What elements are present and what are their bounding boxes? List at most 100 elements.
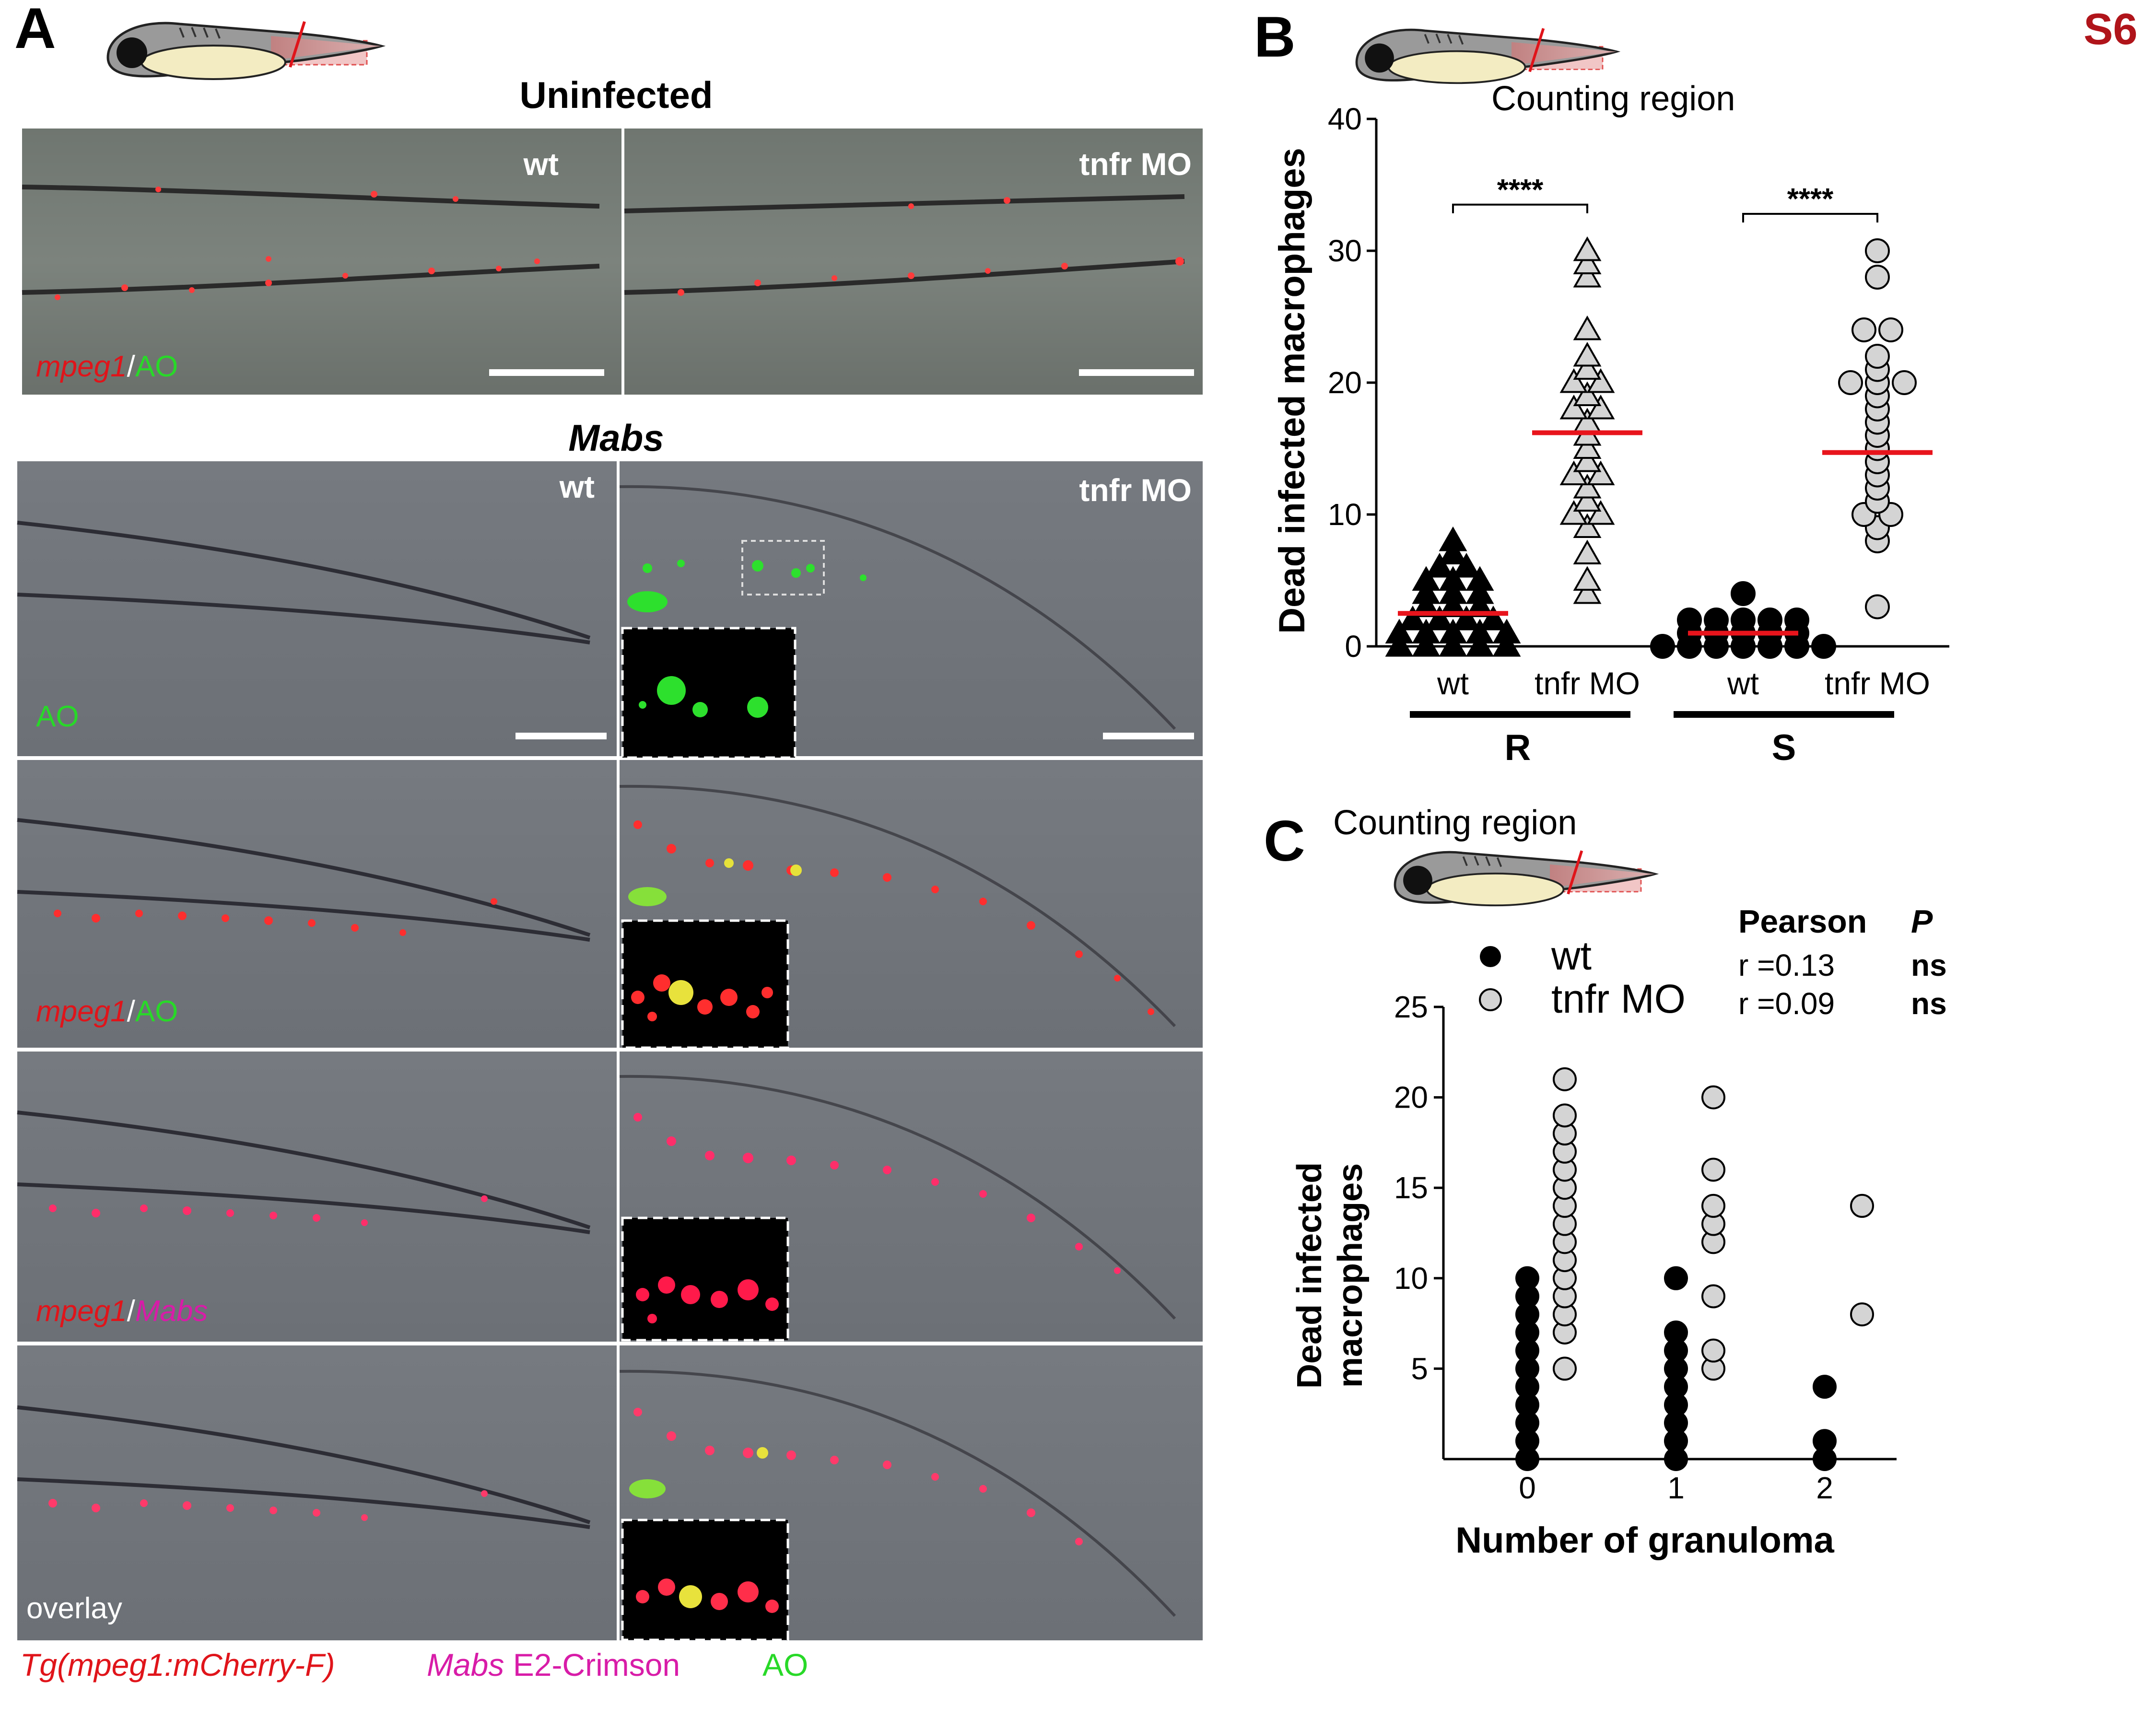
c-x-tick-label: 0 [1519,1471,1536,1505]
larva-schematic-icon [1355,28,1621,84]
cond-wt-label: wt [523,146,559,182]
legend-mpeg1: Tg(mpeg1:mCherry-F) [20,1647,335,1683]
b-data-point [1586,394,1615,420]
b-data-point [1492,619,1521,643]
b-data-point [1731,581,1756,606]
b-data-point [1385,631,1414,657]
chart-c: 5 10 15 20 25 0 1 2 [1394,990,1897,1505]
b-data-point [1439,566,1467,591]
c-xlabel: Number of granuloma [1455,1520,1834,1561]
legend-mabs: Mabs [427,1647,504,1683]
legend-ao: AO [762,1647,808,1683]
c-x-tick-label: 1 [1667,1471,1685,1505]
b-data-point [1758,608,1782,632]
b-data-point [1650,634,1675,659]
stats-p-wt: ns [1911,948,1947,982]
b-data-point [1492,631,1521,657]
b-data-point [1439,539,1467,564]
b-sig-bracket [1742,213,1878,222]
c-data-point [1813,1375,1837,1399]
b-data-point [1811,634,1836,659]
b-data-point [1573,249,1602,274]
b-ylabel: Dead infected macrophages [1272,148,1312,634]
row-label-mpeg-mabs: mpeg1/Mabs [36,1295,208,1328]
b-group-bar-r [1410,711,1630,718]
b-data-point [1559,460,1588,485]
b-data-point [1851,317,1876,342]
b-data-point [1412,566,1441,591]
b-data-point [1784,608,1809,632]
c-data-point [1553,1103,1577,1128]
cond-wt-label-mabs: wt [559,469,595,504]
micrograph-mpeg-ao-wt [17,760,617,1048]
legend-marker-wt [1480,946,1501,967]
row-label-mpeg-ao: mpeg1/AO [36,995,178,1028]
stats-pearson-header: Pearson [1738,903,1867,940]
b-y-tick-label: 0 [1345,629,1362,664]
c-inset-caption: Counting region [1333,804,1577,842]
c-ylabel-1: Dead infected [1290,1162,1329,1389]
legend-wt: wt [1551,933,1592,978]
row-label-overlay: overlay [26,1592,122,1625]
c-data-point [1515,1266,1539,1290]
b-x-tick-label: wt [1437,666,1469,701]
b-data-point [1731,608,1756,632]
b-data-point [1586,500,1615,525]
chart-b: 0 10 20 30 40 wt tnfr MO wt tnfr MO **** **** [1328,102,1949,701]
c-data-point [1850,1193,1874,1218]
c-data-point [1701,1085,1725,1110]
b-group-bar-s [1674,711,1894,718]
c-ylabel-2: macrophages [1331,1163,1370,1388]
scale-bar [516,733,607,739]
stats-r-wt: r =0.13 [1738,948,1835,982]
b-data-point [1573,341,1602,367]
b-data-point [1573,236,1602,261]
label-ao: AO [135,995,178,1028]
larva-schematic-icon [1394,850,1659,907]
c-y-tick-label: 10 [1394,1261,1428,1296]
label-mpeg1: mpeg1 [36,1295,127,1328]
b-group-r: R [1505,727,1531,768]
label-ao: AO [135,350,178,383]
b-data-point [1878,317,1903,342]
b-x-tick-label: tnfr MO [1535,666,1640,701]
scale-bar [1079,369,1194,376]
b-y-tick-label: 20 [1328,365,1362,400]
b-data-point [1439,526,1467,551]
b-data-point [1573,513,1602,538]
channel-legend: Tg(mpeg1:mCherry-F) Mabs E2-Crimson AO [20,1647,808,1683]
stats-p-header: P [1911,903,1933,940]
micrograph-overlay-wt [17,1345,617,1640]
scale-bar [1103,733,1194,739]
mabs-title: Mabs [568,417,664,459]
c-data-point [1664,1266,1688,1290]
c-data-point [1850,1302,1874,1327]
b-data-point [1573,381,1602,406]
stats-p-tnfr: ns [1911,986,1947,1021]
c-data-point [1701,1157,1725,1182]
b-data-point [1865,265,1890,290]
legend-tnfr: tnfr MO [1551,976,1686,1021]
label-sep: / [127,350,136,383]
micrograph-ao-wt [17,461,617,756]
b-data-point [1573,434,1602,459]
mabs-grid: wt tnfr MO AO mpeg1/AO mpeg1/Mabs overla… [17,461,1203,1641]
b-data-point [1465,579,1494,604]
b-data-point [1559,500,1588,525]
b-data-point [1412,631,1441,657]
b-data-point [1385,619,1414,643]
c-data-point [1701,1338,1725,1363]
b-group-s: S [1772,727,1796,768]
legend-mabs-rest: E2-Crimson [504,1647,680,1683]
c-data-point [1664,1320,1688,1344]
b-data-point [1479,605,1508,631]
c-data-point [1813,1429,1837,1453]
figure-label-s6: S6 [2084,5,2138,54]
row-label-ao: AO [36,700,79,733]
b-sig-label: **** [1497,174,1544,207]
panel-b-letter: B [1254,5,1296,69]
b-data-point [1465,631,1494,657]
b-data-point [1465,619,1494,643]
c-y-tick-label: 25 [1394,990,1428,1024]
